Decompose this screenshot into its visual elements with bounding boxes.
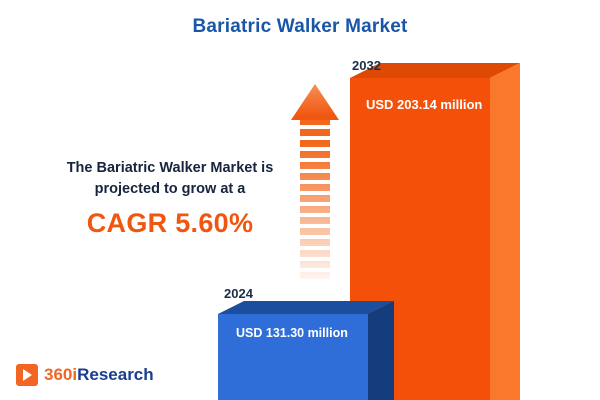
cagr-value: CAGR 5.60% xyxy=(86,208,254,239)
brand-logo: 360iResearch xyxy=(16,364,154,386)
bar-2024-side-face xyxy=(368,301,394,400)
bar-2032-side-face xyxy=(490,63,520,400)
growth-arrow-stem xyxy=(300,118,330,280)
logo-text-suffix: Research xyxy=(77,365,154,384)
bar-2032-top-face xyxy=(350,63,520,78)
page-title: Bariatric Walker Market xyxy=(192,16,408,37)
logo-icon xyxy=(16,364,38,386)
market-description: The Bariatric Walker Market is projected… xyxy=(20,158,320,239)
bar-2032-value-label: USD 203.14 million xyxy=(366,97,483,112)
logo-triangle-icon xyxy=(22,369,32,381)
bar-2024-front-face xyxy=(218,314,368,400)
bar-2024-top-face xyxy=(218,301,394,314)
bar-2024-year-label: 2024 xyxy=(224,286,253,301)
description-line-2: projected to grow at a xyxy=(94,181,246,198)
logo-text: 360iResearch xyxy=(44,365,154,385)
description-line-1: The Bariatric Walker Market is xyxy=(66,160,274,176)
logo-text-prefix: 360i xyxy=(44,365,78,384)
growth-arrow-up-icon xyxy=(291,84,339,120)
bar-2032-year-label: 2032 xyxy=(352,58,381,73)
bar-2024-value-label: USD 131.30 million xyxy=(236,326,348,340)
